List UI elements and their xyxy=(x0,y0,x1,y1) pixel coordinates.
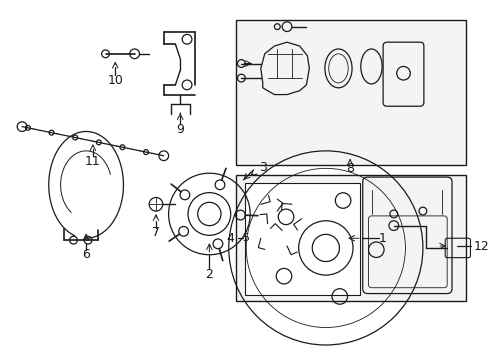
Bar xyxy=(235,175,465,301)
Text: 8: 8 xyxy=(346,162,353,175)
Text: 1: 1 xyxy=(377,232,386,245)
Text: 11: 11 xyxy=(85,155,101,168)
Text: 12: 12 xyxy=(472,239,488,252)
Text: 6: 6 xyxy=(82,248,90,261)
Text: 9: 9 xyxy=(176,123,184,136)
Bar xyxy=(245,183,359,294)
Text: 10: 10 xyxy=(107,75,123,87)
Text: 7: 7 xyxy=(152,226,160,239)
Text: 2: 2 xyxy=(205,267,213,281)
Text: 3: 3 xyxy=(258,161,266,174)
Text: 4: 4 xyxy=(226,232,234,245)
Bar xyxy=(235,20,465,166)
Text: 5: 5 xyxy=(241,233,248,243)
